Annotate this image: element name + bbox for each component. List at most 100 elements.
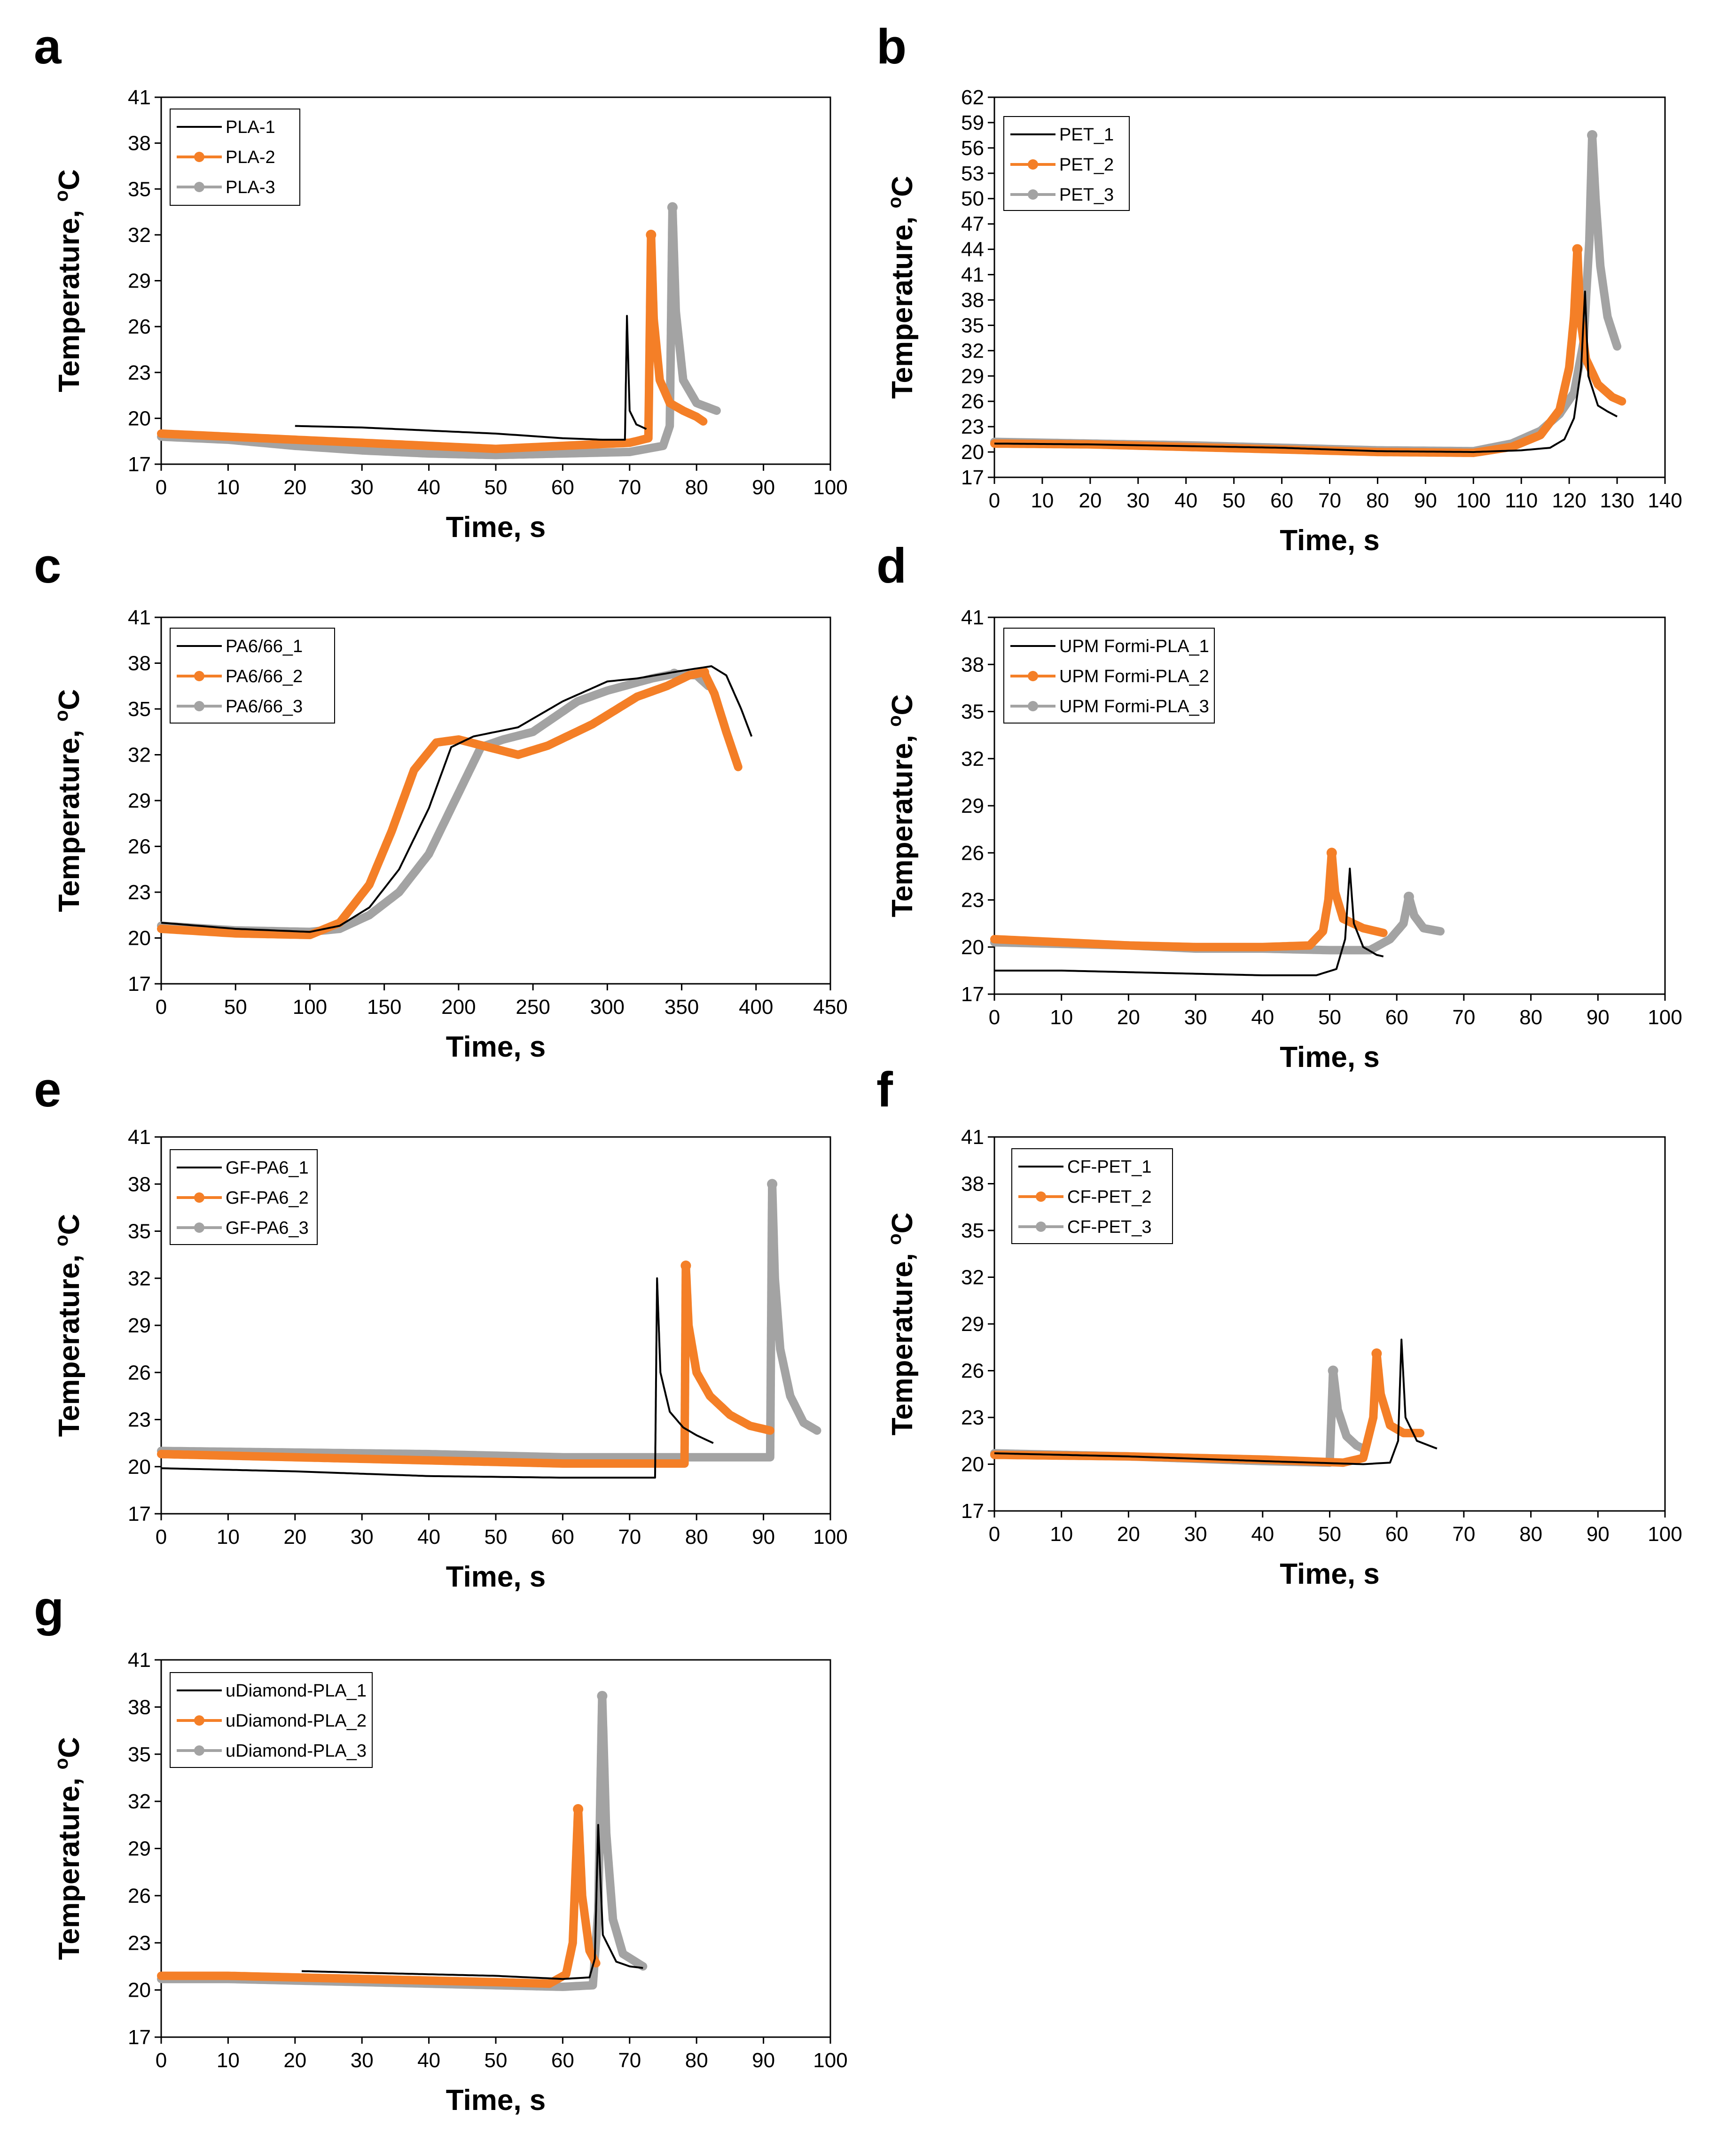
y-tick-label: 41: [128, 606, 151, 629]
x-tick-label: 100: [1648, 1523, 1682, 1546]
legend-label: GF-PA6_3: [226, 1218, 309, 1238]
y-tick-label: 41: [128, 1649, 151, 1672]
x-tick-label: 0: [156, 1526, 167, 1549]
series-2-peak-marker: [573, 1804, 584, 1814]
x-tick-label: 100: [1648, 1006, 1682, 1029]
x-tick-label: 60: [551, 476, 574, 499]
x-tick-label: 20: [1117, 1523, 1140, 1546]
legend-swatch-marker: [194, 182, 204, 192]
panel-letter: a: [34, 19, 62, 74]
y-tick-label: 29: [128, 1314, 151, 1337]
y-tick-label: 26: [961, 1360, 984, 1383]
x-tick-label: 0: [156, 996, 167, 1019]
y-axis-title: Temperature, oC: [884, 1213, 919, 1436]
x-tick-label: 0: [156, 2049, 167, 2072]
y-tick-label: 29: [961, 1313, 984, 1336]
y-tick-label: 23: [961, 889, 984, 912]
y-tick-label: 32: [128, 744, 151, 767]
x-tick-label: 70: [1452, 1523, 1475, 1546]
series-2-peak-marker: [1371, 1348, 1382, 1359]
x-tick-label: 90: [752, 1526, 775, 1549]
x-tick-label: 30: [1126, 489, 1149, 512]
series-2-line: [157, 230, 708, 453]
y-axis-title-unit: C: [53, 169, 86, 190]
legend-swatch-marker: [1036, 1222, 1046, 1232]
series-3-peak-marker: [767, 1179, 778, 1190]
y-tick-label: 41: [961, 264, 984, 287]
legend-label: UPM Formi-PLA_3: [1059, 697, 1209, 716]
x-tick-label: 10: [217, 2049, 240, 2072]
legend-label: PA6/66_1: [226, 637, 303, 656]
series-1-line: [161, 665, 753, 933]
y-axis-title: Temperature, oC: [884, 694, 919, 918]
x-axis-title: Time, s: [446, 511, 546, 544]
y-tick-label: 41: [961, 606, 984, 629]
y-tick-label: 41: [961, 1126, 984, 1149]
legend-label: PET_2: [1059, 155, 1114, 175]
y-tick-label: 53: [961, 162, 984, 185]
x-tick-label: 50: [1318, 1006, 1341, 1029]
y-axis-title: Temperature, oC: [51, 169, 86, 392]
series-3-peak-marker: [597, 1690, 608, 1701]
x-tick-label: 140: [1648, 489, 1682, 512]
legend-label: PLA-1: [226, 117, 275, 137]
panel-letter: e: [34, 1062, 61, 1117]
x-tick-label: 60: [551, 2049, 574, 2072]
x-tick-label: 20: [1079, 489, 1102, 512]
legend-swatch-marker: [1028, 159, 1038, 170]
y-tick-label: 23: [128, 881, 151, 904]
y-axis-title-degree: o: [884, 715, 905, 726]
legend-swatch-marker: [1028, 189, 1038, 200]
y-tick-label: 32: [961, 747, 984, 771]
series-3-line: [157, 203, 721, 459]
y-tick-label: 20: [961, 441, 984, 464]
x-tick-label: 50: [1318, 1523, 1341, 1546]
y-tick-label: 35: [961, 1219, 984, 1242]
series-3-peak-marker: [1587, 130, 1598, 140]
x-tick-label: 200: [441, 996, 476, 1019]
y-tick-label: 38: [961, 288, 984, 311]
y-tick-label: 35: [128, 178, 151, 201]
legend-label: PET_1: [1059, 125, 1114, 145]
x-tick-label: 50: [485, 476, 508, 499]
y-axis-title: Temperature, oC: [51, 689, 86, 912]
y-axis-title-main: Temperature,: [53, 722, 86, 912]
y-tick-label: 26: [128, 1884, 151, 1907]
y-tick-label: 23: [128, 1931, 151, 1954]
x-tick-label: 0: [989, 1523, 1000, 1546]
legend-label: PLA-3: [226, 178, 275, 197]
y-axis-title-main: Temperature,: [886, 1245, 919, 1435]
y-tick-label: 26: [961, 390, 984, 413]
series-2-line: [157, 1805, 601, 1988]
x-tick-label: 50: [1222, 489, 1245, 512]
x-tick-label: 450: [813, 996, 847, 1019]
chart-panel-f: f 17 20 23 26 29 32 35 38 41 0 10 20 30 40 50 60 70 80 90 10…: [876, 1062, 1682, 1590]
y-tick-label: 47: [961, 213, 984, 236]
y-tick-label: 17: [128, 453, 151, 476]
series-2-peak-marker: [646, 229, 657, 240]
legend-swatch-marker: [194, 1715, 204, 1726]
y-axis-title-main: Temperature,: [886, 208, 919, 398]
series-2-peak-marker: [1572, 244, 1583, 255]
y-axis-title-main: Temperature,: [53, 1769, 86, 1960]
legend-swatch-marker: [194, 671, 204, 681]
y-tick-label: 56: [961, 137, 984, 160]
legend-label: PA6/66_2: [226, 667, 303, 686]
x-axis-title: Time, s: [446, 2084, 546, 2117]
x-tick-label: 40: [1174, 489, 1197, 512]
y-tick-label: 59: [961, 111, 984, 134]
y-tick-label: 38: [128, 132, 151, 155]
x-tick-label: 20: [283, 2049, 306, 2072]
series-2-line: [157, 668, 743, 939]
series-3-line: [157, 1180, 821, 1462]
x-axis-title: Time, s: [1280, 1041, 1380, 1074]
y-axis-title-unit: C: [53, 1737, 86, 1758]
y-tick-label: 38: [128, 1696, 151, 1719]
x-tick-label: 60: [1385, 1523, 1408, 1546]
x-axis-title: Time, s: [446, 1031, 546, 1063]
legend-swatch-marker: [194, 701, 204, 711]
y-tick-label: 29: [961, 794, 984, 817]
legend-label: PA6/66_3: [226, 697, 303, 716]
legend-swatch-marker: [194, 1745, 204, 1756]
y-tick-label: 44: [961, 238, 984, 261]
